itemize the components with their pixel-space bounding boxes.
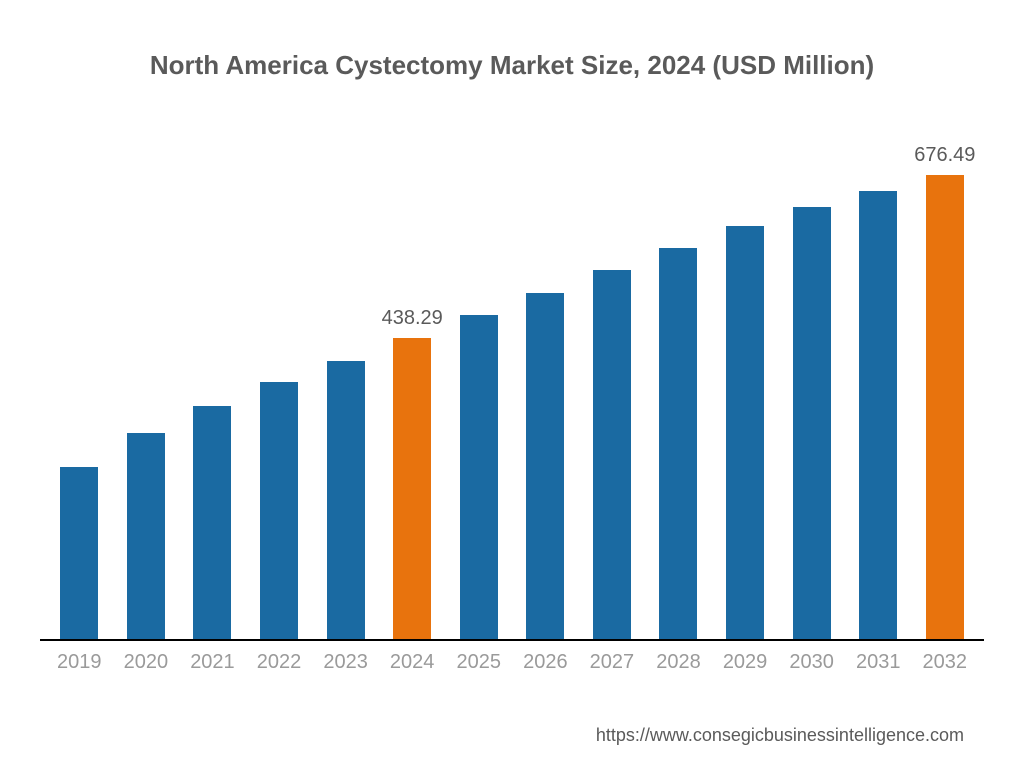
- bars-row: 438.29 676.49: [40, 131, 984, 639]
- bar: [193, 406, 231, 639]
- x-axis-label: 2019: [46, 651, 113, 674]
- x-axis-labels: 2019202020212022202320242025202620272028…: [40, 651, 984, 674]
- bar: [726, 226, 764, 639]
- x-axis-label: 2028: [645, 651, 712, 674]
- x-axis-label: 2027: [579, 651, 646, 674]
- bar: [659, 248, 697, 639]
- x-axis-label: 2025: [445, 651, 512, 674]
- bar-slot: [645, 131, 712, 639]
- bar: [260, 382, 298, 639]
- bar-slot: [512, 131, 579, 639]
- x-axis-label: 2030: [778, 651, 845, 674]
- bar: [526, 293, 564, 639]
- x-axis-label: 2032: [912, 651, 979, 674]
- bar: 676.49: [926, 175, 964, 639]
- x-axis-label: 2024: [379, 651, 446, 674]
- bar-value-label: 676.49: [914, 144, 975, 167]
- bar-slot: 438.29: [379, 131, 446, 639]
- bar-slot: [312, 131, 379, 639]
- bar: [460, 315, 498, 639]
- x-axis-label: 2021: [179, 651, 246, 674]
- x-axis-label: 2031: [845, 651, 912, 674]
- x-axis-label: 2023: [312, 651, 379, 674]
- bar: 438.29: [393, 338, 431, 639]
- bar: [127, 433, 165, 639]
- bar: [593, 270, 631, 639]
- bar-slot: [46, 131, 113, 639]
- source-url: https://www.consegicbusinessintelligence…: [596, 725, 964, 746]
- bar-slot: [246, 131, 313, 639]
- bar-slot: [579, 131, 646, 639]
- bar-slot: [712, 131, 779, 639]
- bar-slot: [113, 131, 180, 639]
- x-axis-label: 2020: [113, 651, 180, 674]
- bar: [60, 467, 98, 639]
- chart-title: North America Cystectomy Market Size, 20…: [40, 50, 984, 81]
- bar: [793, 207, 831, 639]
- bar-slot: 676.49: [912, 131, 979, 639]
- x-axis-label: 2029: [712, 651, 779, 674]
- bar: [859, 191, 897, 639]
- chart-container: North America Cystectomy Market Size, 20…: [0, 0, 1024, 768]
- bar-slot: [179, 131, 246, 639]
- x-axis-label: 2026: [512, 651, 579, 674]
- bar-value-label: 438.29: [382, 307, 443, 330]
- bar-slot: [445, 131, 512, 639]
- bar-slot: [778, 131, 845, 639]
- x-axis-label: 2022: [246, 651, 313, 674]
- bar-slot: [845, 131, 912, 639]
- bar: [327, 361, 365, 639]
- plot-area: 438.29 676.49: [40, 131, 984, 641]
